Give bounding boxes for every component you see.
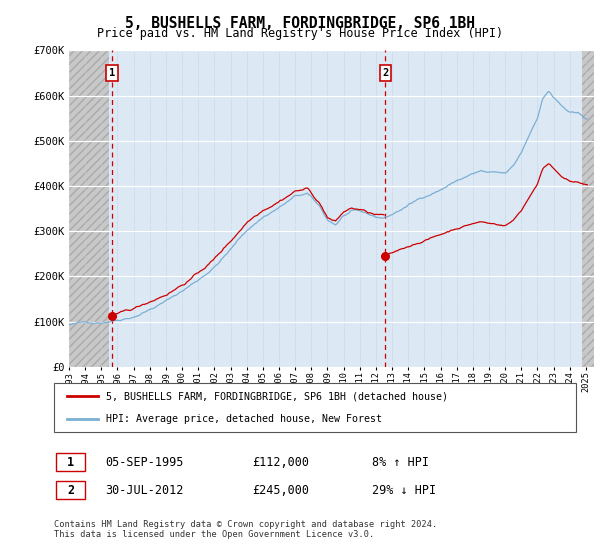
- Bar: [69, 50, 109, 367]
- Text: 8% ↑ HPI: 8% ↑ HPI: [372, 455, 429, 469]
- Text: 05-SEP-1995: 05-SEP-1995: [105, 455, 184, 469]
- Text: Price paid vs. HM Land Registry's House Price Index (HPI): Price paid vs. HM Land Registry's House …: [97, 27, 503, 40]
- Text: 5, BUSHELLS FARM, FORDINGBRIDGE, SP6 1BH: 5, BUSHELLS FARM, FORDINGBRIDGE, SP6 1BH: [125, 16, 475, 31]
- FancyBboxPatch shape: [56, 453, 85, 471]
- Text: £245,000: £245,000: [252, 483, 309, 497]
- Text: Contains HM Land Registry data © Crown copyright and database right 2024.
This d: Contains HM Land Registry data © Crown c…: [54, 520, 437, 539]
- Text: 1: 1: [67, 455, 74, 469]
- Text: HPI: Average price, detached house, New Forest: HPI: Average price, detached house, New …: [106, 414, 382, 424]
- Bar: [582, 50, 594, 367]
- Text: £112,000: £112,000: [252, 455, 309, 469]
- Text: 30-JUL-2012: 30-JUL-2012: [105, 483, 184, 497]
- Text: 2: 2: [382, 68, 388, 78]
- Text: 29% ↓ HPI: 29% ↓ HPI: [372, 483, 436, 497]
- Text: 5, BUSHELLS FARM, FORDINGBRIDGE, SP6 1BH (detached house): 5, BUSHELLS FARM, FORDINGBRIDGE, SP6 1BH…: [106, 391, 448, 402]
- FancyBboxPatch shape: [54, 383, 576, 432]
- FancyBboxPatch shape: [56, 481, 85, 499]
- Text: 2: 2: [67, 483, 74, 497]
- Text: 1: 1: [109, 68, 115, 78]
